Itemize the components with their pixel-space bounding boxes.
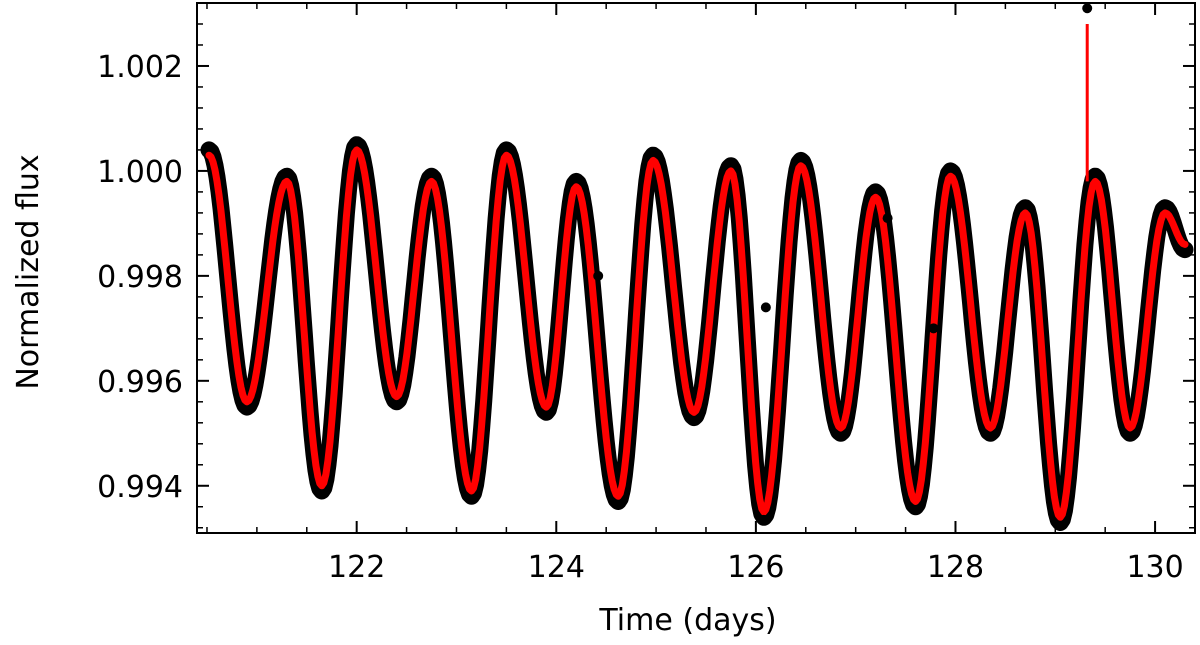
plot-frame-group bbox=[196, 2, 1196, 534]
observed-point bbox=[500, 143, 513, 156]
x-tick-label: 124 bbox=[528, 550, 585, 585]
y-axis-label: Normalized flux bbox=[11, 154, 46, 389]
ticks-layer bbox=[197, 2, 1195, 533]
series-model-line bbox=[205, 146, 1189, 521]
observed-point bbox=[794, 154, 807, 167]
y-tick-label: 0.996 bbox=[97, 365, 183, 400]
observed-point bbox=[1124, 427, 1137, 440]
observed-point bbox=[909, 500, 922, 513]
outlier-point bbox=[593, 270, 604, 281]
data-layer bbox=[200, 3, 1194, 531]
observed-point bbox=[390, 395, 403, 408]
observed-point bbox=[1019, 201, 1032, 214]
y-tick-label: 1.000 bbox=[97, 155, 183, 190]
y-tick-label: 1.002 bbox=[97, 50, 183, 85]
y-tick-label: 0.994 bbox=[97, 470, 183, 505]
observed-point bbox=[647, 149, 660, 162]
outlier-point bbox=[882, 213, 893, 224]
x-tick-label: 122 bbox=[328, 550, 385, 585]
observed-point bbox=[240, 401, 253, 414]
observed-point bbox=[834, 427, 847, 440]
observed-point bbox=[1089, 170, 1102, 183]
observed-point bbox=[688, 411, 701, 424]
x-tick-label: 130 bbox=[1126, 550, 1183, 585]
y-tick-label: 0.998 bbox=[97, 260, 183, 295]
tick-labels-layer: 122 124 126 128 130 0.994 0.996 0.998 1.000 1.002 bbox=[97, 50, 1184, 585]
x-tick-label: 128 bbox=[927, 550, 984, 585]
x-axis-label: Time (days) bbox=[598, 603, 776, 638]
x-tick-label: 126 bbox=[727, 550, 784, 585]
observed-point bbox=[1054, 516, 1067, 529]
observed-point bbox=[425, 170, 438, 183]
outlier-point bbox=[760, 302, 771, 313]
observed-point bbox=[315, 485, 328, 498]
observed-point bbox=[280, 170, 293, 183]
observed-point bbox=[202, 143, 215, 156]
outlier-point bbox=[1082, 3, 1093, 14]
observed-point bbox=[570, 175, 583, 188]
observed-point bbox=[869, 185, 882, 198]
plot-frame bbox=[196, 2, 1196, 534]
observed-point bbox=[465, 490, 478, 503]
observed-point bbox=[984, 427, 997, 440]
outlier-point bbox=[928, 323, 939, 334]
observed-point bbox=[612, 495, 625, 508]
outlier-point bbox=[758, 514, 769, 525]
observed-point bbox=[944, 164, 957, 177]
observed-point bbox=[724, 159, 737, 172]
observed-point bbox=[350, 138, 363, 151]
observed-point bbox=[540, 406, 553, 419]
